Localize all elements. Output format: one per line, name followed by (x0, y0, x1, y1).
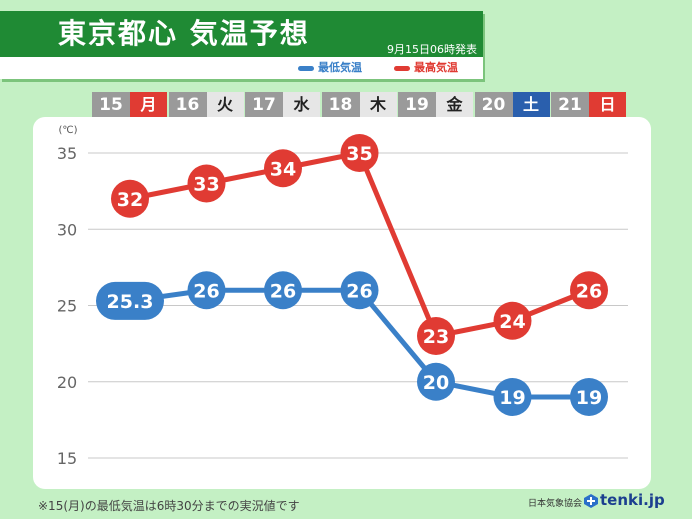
min-temp-label: 26 (193, 280, 219, 302)
day-header: 16 火 (168, 92, 244, 118)
min-temp-marker (96, 281, 164, 320)
max-temp-marker (340, 134, 379, 172)
min-temp-label: 20 (423, 372, 449, 394)
max-temp-marker (417, 317, 455, 355)
day-weekday: 土 (512, 92, 550, 118)
y-tick-label: 25 (57, 297, 77, 316)
min-temp-label: 19 (499, 387, 525, 409)
legend-max-swatch (394, 65, 410, 71)
day-weekday: 日 (589, 92, 626, 118)
min-temp-marker (417, 362, 455, 401)
day-weekday: 火 (206, 92, 244, 118)
brand-logo: tenki.jp (600, 491, 665, 509)
max-temp-marker (570, 271, 608, 310)
max-temp-label: 33 (193, 174, 219, 196)
day-header: 20 土 (474, 92, 550, 118)
day-weekday: 木 (359, 92, 397, 118)
min-temp-label: 25.3 (107, 291, 154, 313)
page-title: 東京都心 気温予想 (58, 17, 310, 50)
day-weekday: 金 (436, 92, 473, 118)
legend-min-swatch (298, 65, 314, 71)
min-temp-marker (570, 378, 608, 416)
day-weekday: 水 (283, 92, 320, 118)
day-date: 17 (245, 92, 283, 118)
issued-time: 9月15日06時発表 (387, 43, 477, 56)
max-temp-label: 23 (423, 326, 449, 348)
min-temp-marker (264, 271, 302, 310)
temperature-chart: (℃) 15 20 25 30 35 32 33 34 35 23 24 26 25.3 26 26 26 20 1… (57, 125, 628, 468)
max-temp-label: 35 (346, 143, 372, 165)
min-temp-marker (340, 271, 379, 310)
footnote: ※15(月)の最低気温は6時30分までの実況値です (38, 499, 300, 513)
max-temp-label: 24 (499, 311, 525, 333)
max-temp-marker (111, 179, 149, 218)
legend-max: 最高気温 (394, 59, 458, 75)
legend-min-label: 最低気温 (318, 61, 362, 74)
day-date: 16 (168, 92, 207, 118)
legend-max-label: 最高気温 (414, 61, 458, 74)
credit: 日本気象協会 (528, 499, 583, 509)
day-header: 19 金 (398, 92, 473, 118)
y-tick-label: 20 (57, 373, 77, 392)
y-tick-label: 35 (57, 144, 77, 163)
y-tick-label: 15 (57, 449, 77, 468)
legend: 最低気温 最高気温 (0, 57, 483, 79)
day-header: 21 日 (551, 92, 626, 118)
day-date: 18 (321, 92, 360, 118)
y-tick-label: 30 (57, 220, 77, 239)
min-temp-label: 19 (576, 387, 602, 409)
day-date: 15 (92, 92, 130, 118)
min-temp-label: 26 (346, 280, 372, 302)
min-temp-marker (187, 271, 226, 310)
legend-min: 最低気温 (298, 59, 362, 75)
max-temp-marker (187, 164, 226, 203)
max-temp-label: 34 (270, 158, 296, 180)
day-weekday: 月 (130, 92, 167, 118)
min-temp-label: 26 (270, 280, 296, 302)
max-temp-marker (264, 149, 302, 188)
day-header: 15 月 (92, 92, 167, 118)
day-date: 20 (474, 92, 513, 118)
day-header: 17 水 (245, 92, 320, 118)
max-temp-marker (493, 301, 532, 340)
day-header: 18 木 (321, 92, 397, 118)
max-temp-label: 32 (117, 189, 143, 211)
day-date: 21 (551, 92, 589, 118)
max-temp-label: 26 (576, 280, 602, 302)
chart-panel: (℃) 15 20 25 30 35 32 33 34 35 23 24 26 25.3 26 26 26 20 1… (33, 117, 651, 489)
y-unit-label: (℃) (58, 125, 77, 136)
day-date: 19 (398, 92, 436, 118)
min-temp-marker (493, 378, 532, 416)
title-bar: 東京都心 気温予想 9月15日06時発表 (0, 11, 483, 57)
tenki-logo-icon (584, 494, 598, 508)
